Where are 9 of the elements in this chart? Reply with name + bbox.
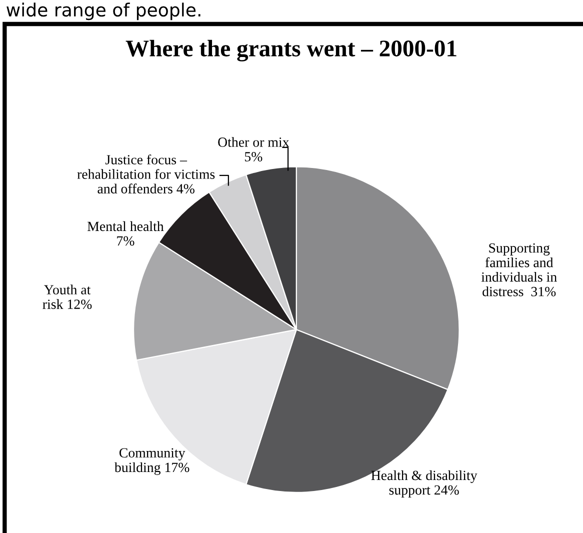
text: wide range of people. xyxy=(6,2,200,20)
slice-label: Youth at risk 12% xyxy=(42,284,92,310)
slice-label: Mental health 7% xyxy=(87,221,164,246)
slice-label: Community building 17% xyxy=(114,448,190,475)
chart-title: Where the grants went – 2000-01 xyxy=(126,40,456,62)
slice-label: Justice focus – rehabilitation for victims and offenders 4% xyxy=(77,154,215,194)
slice-label: Health & disability support 24% xyxy=(371,470,478,498)
slice-label: Other or mix 5% xyxy=(218,137,290,162)
slice-label: Supporting families and individuals in distress 31% xyxy=(481,243,557,296)
